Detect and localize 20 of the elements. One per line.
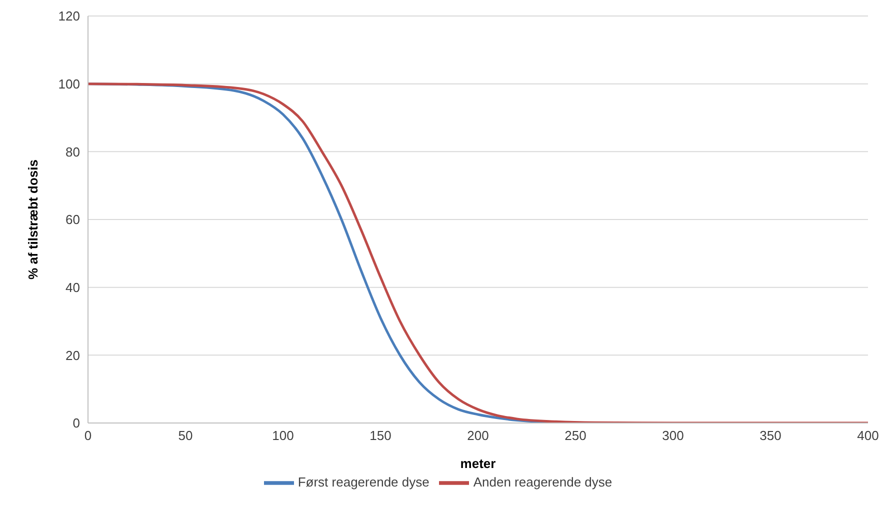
x-tick-label: 150 [370,428,392,444]
legend-label: Først reagerende dyse [298,474,430,490]
y-tick-label: 80 [66,144,80,160]
x-tick-label: 300 [662,428,684,444]
x-tick-label: 200 [467,428,489,444]
legend-label: Anden reagerende dyse [473,474,612,490]
x-tick-label: 250 [564,428,586,444]
x-axis-title: meter [460,456,496,471]
y-tick-label: 20 [66,348,80,363]
y-tick-label: 40 [66,280,80,295]
x-tick-label: 0 [84,428,92,444]
x-tick-label: 400 [857,428,879,444]
y-tick-label: 0 [72,416,80,431]
y-axis-title: % af tilstræbt dosis [26,160,41,280]
y-tick-label: 60 [66,212,80,228]
y-tick-label: 120 [58,8,80,24]
x-tick-label: 100 [272,428,294,444]
y-tick-label: 100 [58,76,80,92]
x-tick-label: 350 [760,428,782,444]
x-tick-label: 50 [178,428,193,444]
